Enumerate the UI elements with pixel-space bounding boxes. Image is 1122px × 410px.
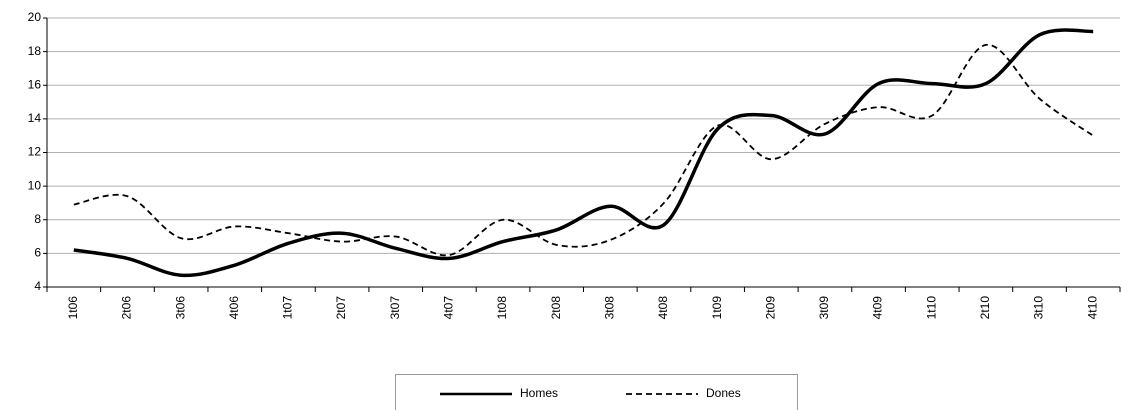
x-tick-label: 2t10 [978,296,992,320]
series-line [73,28,1094,278]
x-tick-label: 2t06 [120,296,134,320]
series-line [73,43,1094,257]
y-tick-label: 10 [28,178,42,192]
y-tick-label: 18 [28,44,42,58]
x-tick-label: 1t06 [66,296,80,320]
y-tick-label: 20 [28,10,42,24]
x-tick-label: 4t10 [1085,296,1099,320]
x-tick-label: 2t07 [334,296,348,320]
legend-box [395,374,798,410]
x-tick-label: 1t10 [924,296,938,320]
legend-label: Dones [706,386,741,400]
x-tick-label: 4t07 [442,296,456,320]
x-tick-label: 1t09 [710,296,724,320]
y-tick-label: 4 [34,279,41,293]
y-tick-label: 16 [28,77,42,91]
x-tick-label: 4t08 [656,296,670,320]
y-tick-label: 8 [34,212,41,226]
x-tick-label: 2t08 [549,296,563,320]
x-tick-label: 3t08 [602,296,616,320]
x-tick-label: 4t06 [227,296,241,320]
y-tick-label: 12 [28,145,42,159]
x-tick-label: 1t08 [495,296,509,320]
x-tick-label: 3t07 [388,296,402,320]
x-tick-label: 3t09 [817,296,831,320]
y-tick-label: 14 [28,111,42,125]
y-tick-label: 6 [34,246,41,260]
legend-label: Homes [520,386,558,400]
x-tick-label: 4t09 [871,296,885,320]
x-tick-label: 2t09 [763,296,777,320]
x-tick-label: 3t10 [1032,296,1046,320]
x-tick-label: 1t07 [281,296,295,320]
x-tick-label: 3t06 [173,296,187,320]
